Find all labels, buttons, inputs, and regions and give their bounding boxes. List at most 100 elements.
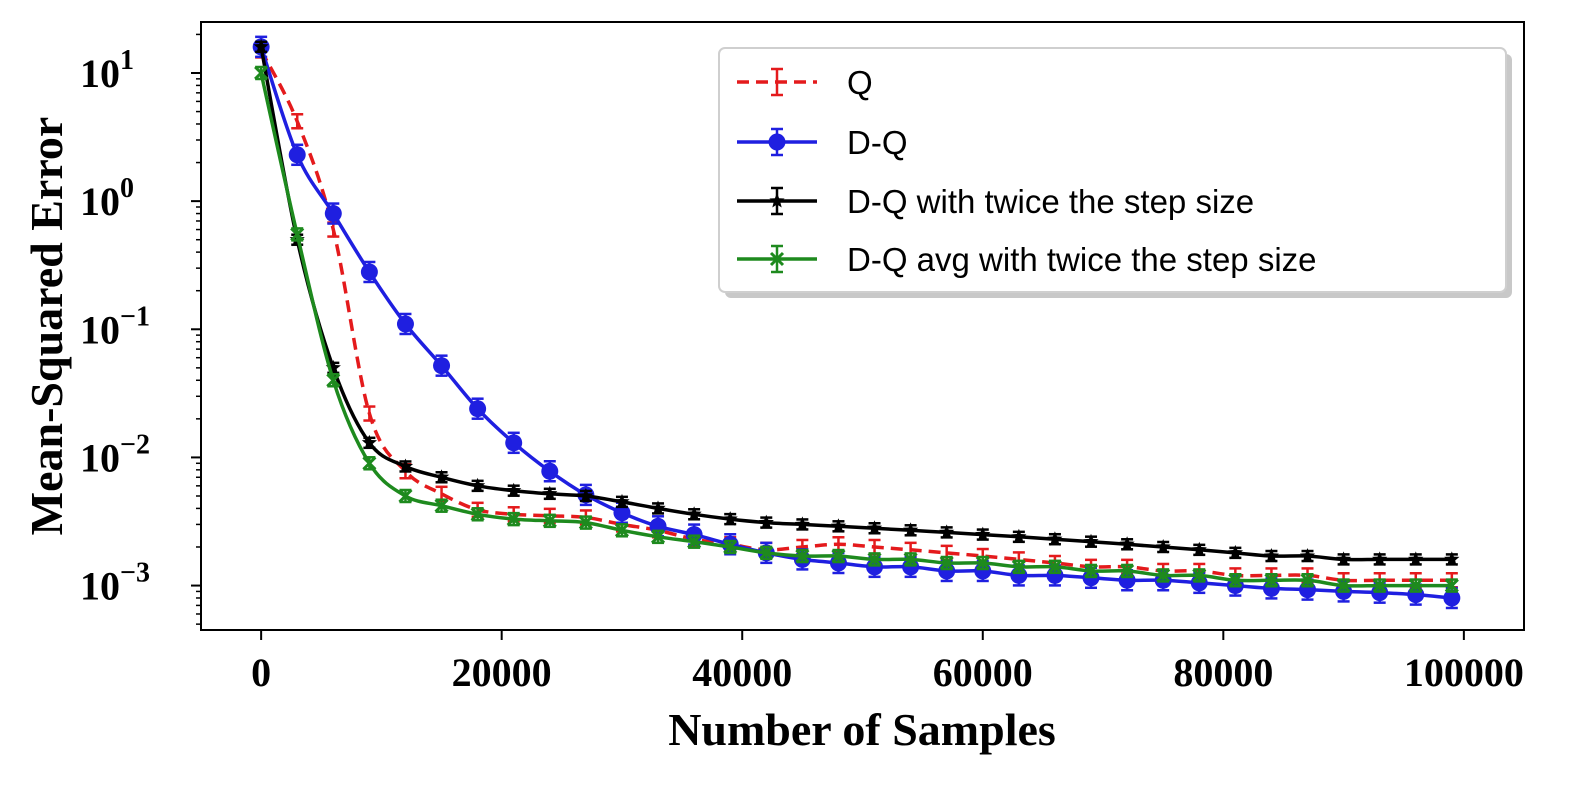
- y-axis: 101 100 10−1 10−2 10−3: [80, 33, 201, 625]
- data-point: [831, 548, 846, 564]
- x-axis: 0 20000 40000 60000 80000 100000: [251, 630, 1524, 695]
- y-tick-label: 10−3: [80, 558, 150, 609]
- data-point: [903, 552, 918, 567]
- series-d-q-with-twice-the-step-size: [253, 38, 1460, 566]
- legend-entry: Q: [737, 64, 873, 101]
- data-point: [469, 400, 487, 418]
- legend-box: [718, 47, 1507, 293]
- x-tick-label: 100000: [1404, 650, 1524, 695]
- legend-label: Q: [847, 64, 873, 101]
- data-point: [903, 522, 919, 537]
- data-point: [1192, 568, 1207, 583]
- data-point: [578, 515, 593, 530]
- data-point: [795, 548, 810, 564]
- data-point: [433, 469, 450, 484]
- y-tick-label: 101: [80, 45, 134, 96]
- x-axis-title: Number of Samples: [668, 704, 1056, 755]
- legend-entry: D-Q with twice the step size: [737, 183, 1254, 220]
- data-point: [1047, 559, 1063, 574]
- data-point: [1119, 536, 1135, 551]
- data-point: [1083, 533, 1099, 549]
- x-tick-label: 0: [251, 650, 271, 695]
- legend-entry: D-Q avg with twice the step size: [737, 241, 1317, 278]
- data-point: [288, 146, 306, 164]
- data-point: [253, 38, 269, 54]
- data-point: [939, 555, 954, 571]
- data-point: [650, 500, 666, 515]
- data-point: [1011, 559, 1026, 574]
- data-point: [614, 523, 630, 538]
- data-point: [1336, 551, 1352, 566]
- data-point: [613, 504, 631, 522]
- data-point: [541, 462, 559, 480]
- legend-label: D-Q: [847, 124, 908, 161]
- data-point: [723, 539, 738, 555]
- data-point: [687, 534, 702, 549]
- y-tick-label: 10−1: [80, 301, 150, 352]
- data-point: [506, 512, 521, 527]
- data-point: [758, 514, 774, 530]
- data-point: [759, 545, 774, 560]
- data-point: [1156, 568, 1171, 583]
- data-point: [542, 485, 558, 501]
- data-point: [1408, 578, 1423, 593]
- data-point: [578, 488, 594, 503]
- data-point: [1443, 589, 1461, 607]
- data-point: [1191, 541, 1207, 557]
- data-point: [1372, 578, 1387, 593]
- data-point: [505, 434, 523, 452]
- data-point: [975, 526, 991, 541]
- data-point: [324, 205, 342, 223]
- data-point: [650, 529, 666, 544]
- data-point: [1083, 563, 1099, 579]
- data-point: [397, 458, 414, 473]
- data-point: [470, 477, 486, 493]
- legend-marker: [769, 193, 785, 208]
- data-point: [1155, 539, 1171, 554]
- data-point: [1047, 531, 1063, 546]
- data-point: [1011, 528, 1027, 544]
- data-point: [1444, 578, 1459, 593]
- error-bar: [291, 113, 304, 130]
- legend-marker: [768, 133, 786, 151]
- error-bar: [363, 405, 376, 422]
- x-tick-label: 20000: [452, 650, 552, 695]
- data-point: [1264, 573, 1279, 588]
- legend-marker: [769, 251, 785, 267]
- x-tick-label: 80000: [1173, 650, 1273, 695]
- data-point: [614, 493, 630, 509]
- data-point: [1263, 548, 1279, 563]
- series-d-q-avg-with-twice-the-step-size: [254, 65, 1459, 593]
- data-point: [830, 518, 847, 533]
- data-point: [325, 359, 341, 375]
- data-point: [434, 498, 449, 513]
- data-point: [290, 227, 305, 242]
- data-point: [362, 456, 377, 471]
- data-point: [1299, 548, 1316, 563]
- data-point: [396, 315, 414, 333]
- data-point: [1336, 578, 1351, 593]
- data-point: [686, 506, 702, 521]
- data-point: [867, 552, 882, 567]
- x-tick-label: 60000: [933, 650, 1033, 695]
- data-point: [1300, 573, 1315, 588]
- legend-error-bar: [771, 67, 783, 97]
- data-point: [794, 516, 810, 531]
- data-point: [975, 555, 990, 571]
- y-tick-label: 10−2: [80, 429, 150, 480]
- plot-frame: [200, 21, 1525, 631]
- data-point: [1444, 551, 1460, 566]
- legend-entry: D-Q: [737, 124, 908, 161]
- data-point: [398, 488, 413, 504]
- data-point: [866, 520, 883, 535]
- data-point: [360, 263, 378, 281]
- data-point: [1372, 551, 1388, 566]
- data-point: [506, 482, 522, 498]
- data-point: [1120, 563, 1135, 579]
- data-point: [433, 357, 451, 375]
- data-point: [1408, 551, 1424, 566]
- data-point: [361, 434, 377, 450]
- data-point: [326, 373, 341, 388]
- legend-label: D-Q with twice the step size: [847, 183, 1254, 220]
- data-point: [254, 65, 269, 81]
